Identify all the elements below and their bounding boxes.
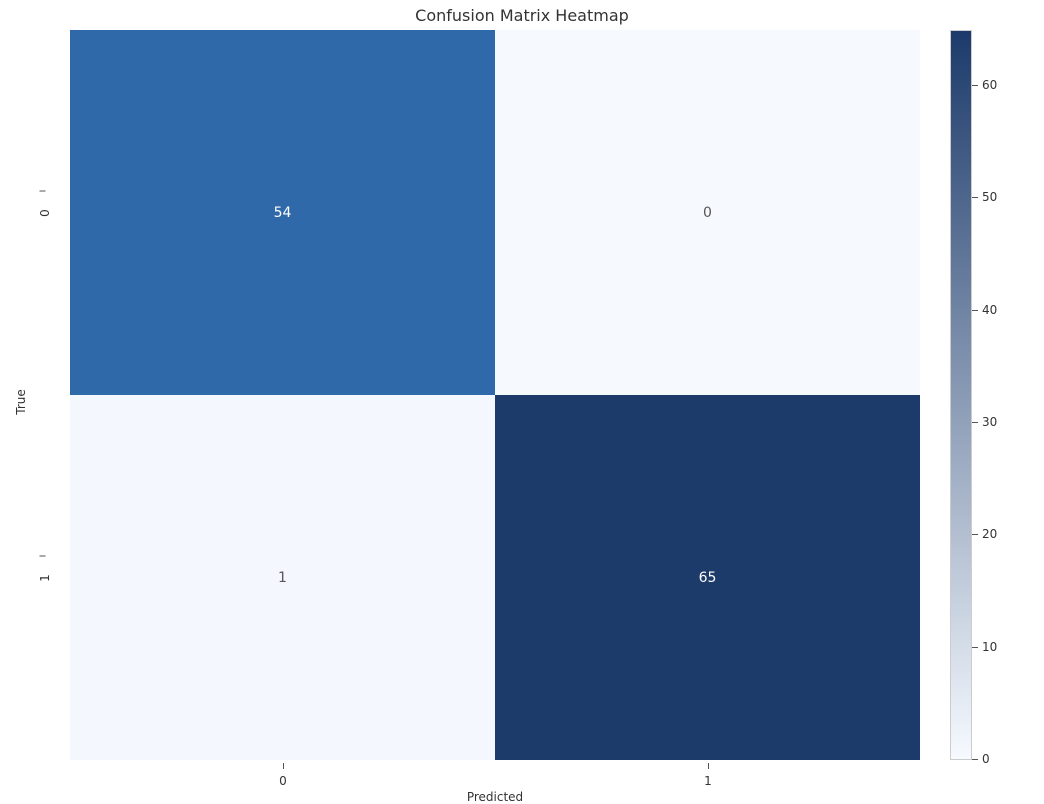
y-tick-1: 1	[38, 568, 52, 588]
colorbar-tick: 50	[982, 190, 997, 204]
y-axis-label: True	[14, 389, 28, 415]
cell-0-0: 54	[70, 30, 495, 395]
colorbar-gradient	[950, 30, 972, 760]
colorbar-tick: 60	[982, 78, 997, 92]
colorbar-tick: 0	[982, 752, 990, 766]
x-tick-1: 1	[698, 774, 718, 788]
colorbar-tick: 10	[982, 640, 997, 654]
heatmap-grid: 54 0 1 65	[70, 30, 920, 760]
y-tick-0: 0	[38, 203, 52, 223]
cell-1-1: 65	[495, 395, 920, 760]
colorbar: 0102030405060	[950, 30, 972, 760]
colorbar-tick: 20	[982, 527, 997, 541]
cell-1-0: 1	[70, 395, 495, 760]
x-axis-label: Predicted	[70, 790, 920, 804]
cell-0-1: 0	[495, 30, 920, 395]
x-tick-0: 0	[273, 774, 293, 788]
colorbar-tick: 40	[982, 303, 997, 317]
colorbar-tick: 30	[982, 415, 997, 429]
chart-title: Confusion Matrix Heatmap	[0, 6, 1044, 25]
